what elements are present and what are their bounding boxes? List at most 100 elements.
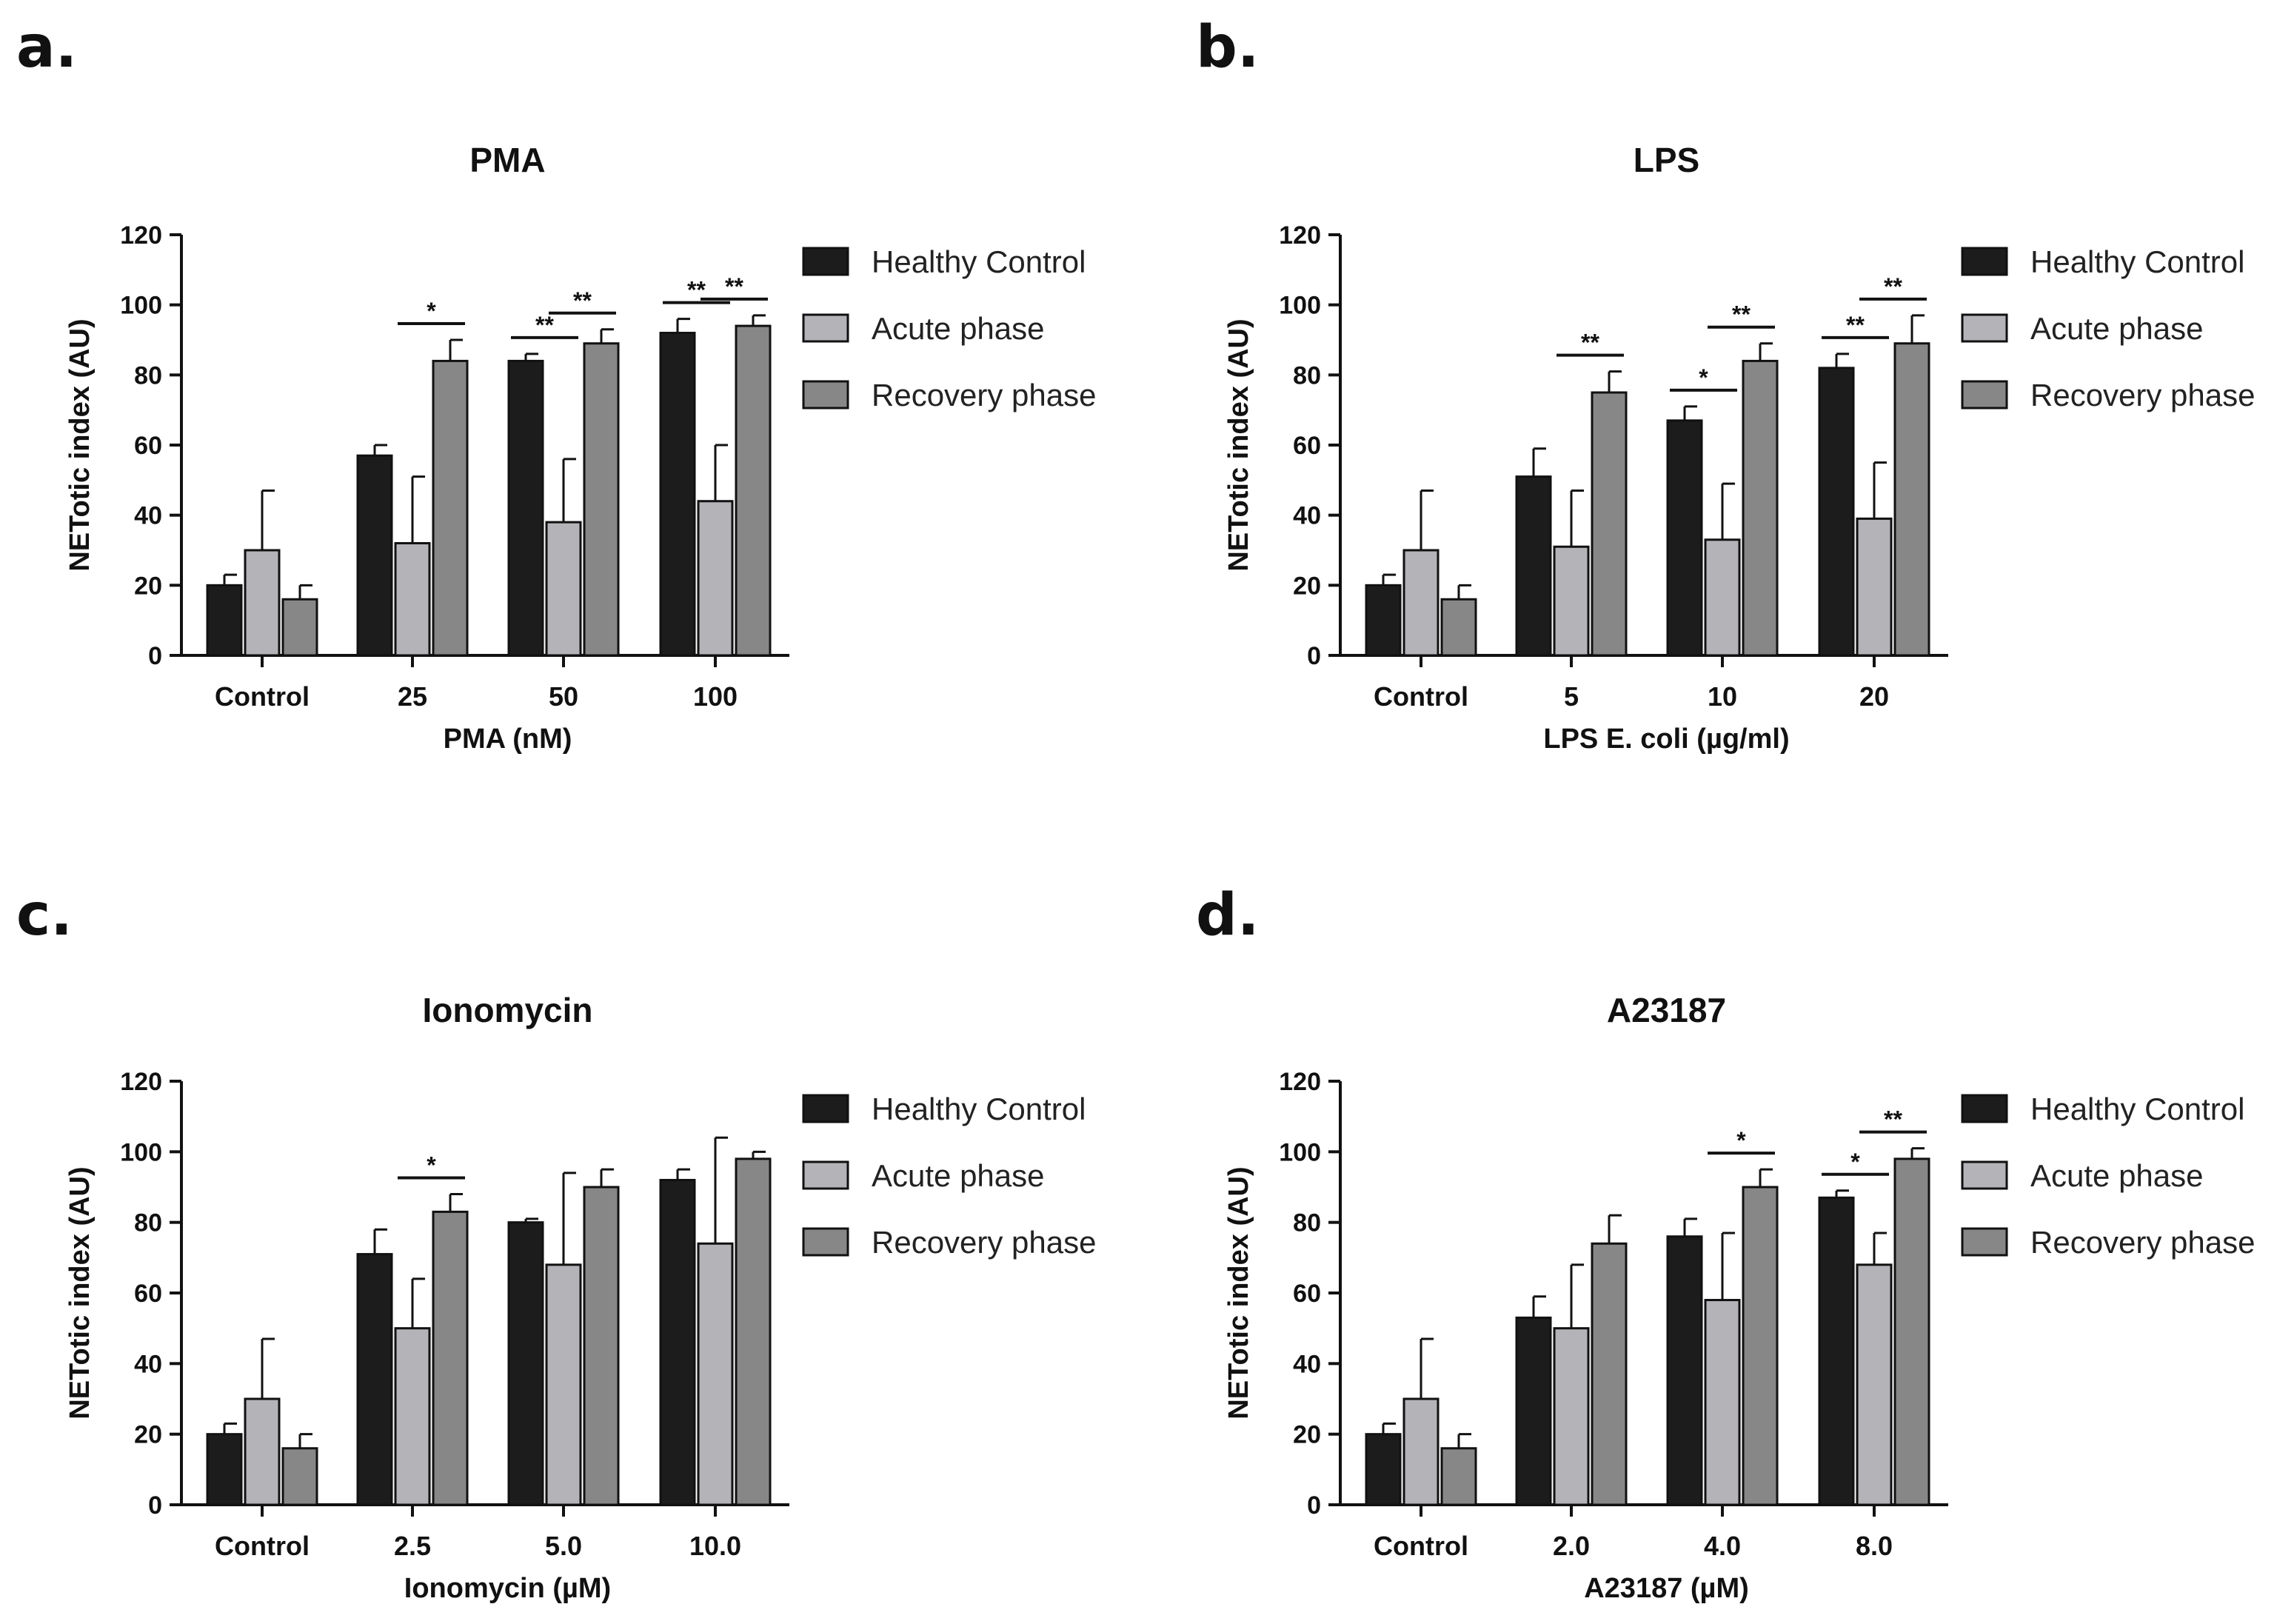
legend-label: Recovery phase xyxy=(872,378,1097,412)
bar-acute-phase xyxy=(697,1242,734,1506)
y-tick-label: 100 xyxy=(120,1138,162,1166)
y-axis-title: NETotic index (AU) xyxy=(1223,1166,1254,1419)
bar-acute-phase xyxy=(1704,538,1741,657)
chart-panel-2: b. LPS 0 20 40 60 80 100 120 NETotic index (AU) Co… xyxy=(1196,14,2256,755)
y-tick-label: 100 xyxy=(1279,292,1321,320)
significance-label: ** xyxy=(573,287,592,314)
bar-acute-phase xyxy=(1704,1299,1741,1506)
significance-label: * xyxy=(1850,1149,1860,1175)
category-label: 8.0 xyxy=(1856,1531,1893,1561)
y-tick-label: 80 xyxy=(1293,361,1321,390)
category-label: Control xyxy=(215,1531,310,1561)
significance-label: * xyxy=(1736,1127,1746,1154)
legend-label: Acute phase xyxy=(2030,1158,2204,1193)
panel-label: b. xyxy=(1196,14,1259,81)
bar-recovery-phase xyxy=(583,342,620,657)
chart-title: Ionomycin xyxy=(422,991,592,1029)
bar-acute-phase xyxy=(394,542,431,657)
bar-acute-phase xyxy=(1856,517,1893,657)
category-label: 5.0 xyxy=(545,1531,582,1561)
bar-healthy-control xyxy=(659,332,696,657)
significance-label: ** xyxy=(725,273,743,300)
legend-swatch-healthy-control xyxy=(1961,247,2008,276)
category-label: Control xyxy=(1374,1531,1468,1561)
chart-title: A23187 xyxy=(1607,991,1726,1029)
y-tick-label: 0 xyxy=(1307,1491,1321,1520)
x-axis-title: PMA (nM) xyxy=(444,724,572,755)
bar-recovery-phase xyxy=(1440,1447,1477,1506)
bar-healthy-control xyxy=(1515,475,1552,657)
y-tick-label: 60 xyxy=(134,1280,162,1308)
bar-healthy-control xyxy=(1666,1235,1703,1506)
category-label: 10.0 xyxy=(689,1531,741,1561)
y-tick-label: 120 xyxy=(1279,221,1321,250)
y-axis-title: NETotic index (AU) xyxy=(64,318,96,571)
y-tick-label: 60 xyxy=(1293,1280,1321,1308)
legend-swatch-healthy-control xyxy=(1961,1094,2008,1123)
y-axis-title: NETotic index (AU) xyxy=(64,1166,96,1419)
y-tick-label: 20 xyxy=(1293,572,1321,600)
category-label: 50 xyxy=(549,681,578,712)
bar-recovery-phase xyxy=(1742,359,1779,657)
bar-recovery-phase xyxy=(432,1210,469,1506)
bar-healthy-control xyxy=(507,359,544,657)
bar-recovery-phase xyxy=(1440,598,1477,657)
bar-recovery-phase xyxy=(1742,1186,1779,1506)
legend-swatch-acute-phase xyxy=(1961,313,2008,343)
panel-label: c. xyxy=(16,882,73,949)
y-tick-label: 20 xyxy=(1293,1421,1321,1449)
legend-swatch-recovery-phase xyxy=(802,380,849,410)
bar-acute-phase xyxy=(1553,545,1590,657)
bar-healthy-control xyxy=(356,1253,393,1506)
legend-swatch-acute-phase xyxy=(1961,1160,2008,1190)
significance-label: ** xyxy=(1581,330,1599,356)
bar-acute-phase xyxy=(1856,1263,1893,1506)
y-tick-label: 120 xyxy=(120,221,162,250)
bar-acute-phase xyxy=(545,521,582,657)
bar-acute-phase xyxy=(545,1263,582,1506)
chart-panel-4: d. A23187 0 20 40 60 80 100 120 NETotic index (AU… xyxy=(1196,882,2256,1604)
bar-healthy-control xyxy=(1365,584,1402,657)
legend-swatch-acute-phase xyxy=(802,313,849,343)
bar-healthy-control xyxy=(1818,367,1855,657)
legend-label: Healthy Control xyxy=(2030,244,2244,279)
bar-recovery-phase xyxy=(735,1157,772,1506)
bar-acute-phase xyxy=(244,549,281,657)
bar-recovery-phase xyxy=(281,598,318,657)
y-tick-label: 60 xyxy=(1293,432,1321,460)
chart-panel-1: a. PMA 0 20 40 60 80 100 120 NETotic index (AU) Co… xyxy=(16,14,1097,755)
y-tick-label: 0 xyxy=(1307,642,1321,670)
legend-label: Acute phase xyxy=(872,1158,1045,1193)
significance-label: * xyxy=(427,1152,436,1179)
bar-recovery-phase xyxy=(281,1447,318,1506)
y-tick-label: 80 xyxy=(1293,1209,1321,1237)
category-label: 4.0 xyxy=(1704,1531,1741,1561)
bar-healthy-control xyxy=(659,1178,696,1506)
y-tick-label: 0 xyxy=(148,1491,162,1520)
legend-label: Acute phase xyxy=(872,311,1045,346)
category-label: Control xyxy=(215,681,310,712)
legend-label: Healthy Control xyxy=(872,1092,1086,1126)
category-label: 20 xyxy=(1859,681,1889,712)
chart-title: PMA xyxy=(469,141,545,179)
y-tick-label: 100 xyxy=(1279,1138,1321,1166)
significance-label: ** xyxy=(1846,312,1865,338)
legend-swatch-acute-phase xyxy=(802,1160,849,1190)
y-tick-label: 120 xyxy=(1279,1068,1321,1096)
y-tick-label: 120 xyxy=(120,1068,162,1096)
y-tick-label: 20 xyxy=(134,572,162,600)
legend-label: Recovery phase xyxy=(2030,378,2256,412)
legend-swatch-recovery-phase xyxy=(802,1227,849,1257)
legend-label: Recovery phase xyxy=(2030,1225,2256,1260)
bar-healthy-control xyxy=(1365,1433,1402,1506)
category-label: 10 xyxy=(1708,681,1737,712)
y-tick-label: 80 xyxy=(134,361,162,390)
y-axis-title: NETotic index (AU) xyxy=(1223,318,1254,571)
bar-acute-phase xyxy=(394,1327,431,1506)
bar-recovery-phase xyxy=(1893,342,1930,657)
significance-label: ** xyxy=(1884,273,1902,300)
x-axis-title: A23187 (µM) xyxy=(1584,1573,1749,1604)
y-tick-label: 20 xyxy=(134,1421,162,1449)
legend-label: Acute phase xyxy=(2030,311,2204,346)
bar-healthy-control xyxy=(206,1433,243,1506)
